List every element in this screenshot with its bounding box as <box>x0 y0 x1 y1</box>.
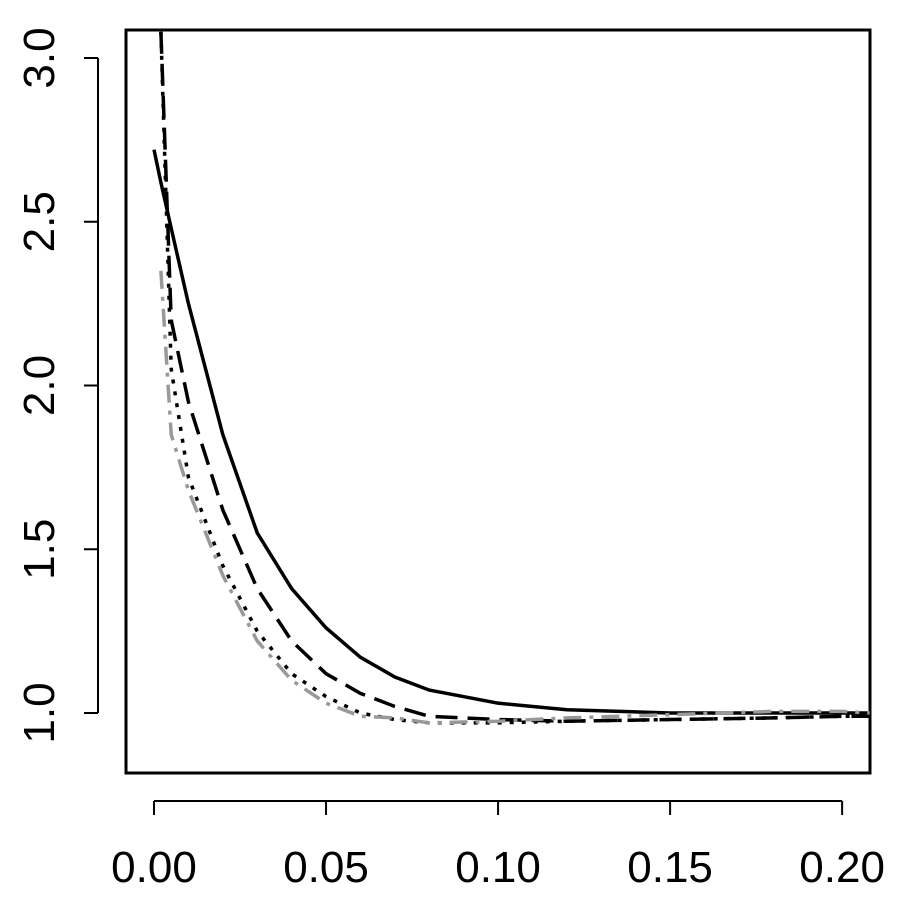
y-tick-label: 1.5 <box>15 519 64 580</box>
plot-frame <box>124 28 872 775</box>
y-tick-label: 3.0 <box>15 27 64 88</box>
x-tick-label: 0.15 <box>627 843 713 892</box>
series-line <box>159 31 870 725</box>
y-tick-label: 2.5 <box>15 191 64 252</box>
series-line <box>159 270 870 725</box>
series-line <box>159 31 870 723</box>
y-tick-label: 1.0 <box>15 682 64 743</box>
plot-area <box>152 31 870 725</box>
y-tick-label: 2.0 <box>15 355 64 416</box>
x-tick-label: 0.00 <box>111 843 197 892</box>
x-tick-label: 0.20 <box>799 843 885 892</box>
series-line <box>152 149 870 715</box>
x-tick-label: 0.05 <box>283 843 369 892</box>
x-tick-label: 0.10 <box>455 843 541 892</box>
